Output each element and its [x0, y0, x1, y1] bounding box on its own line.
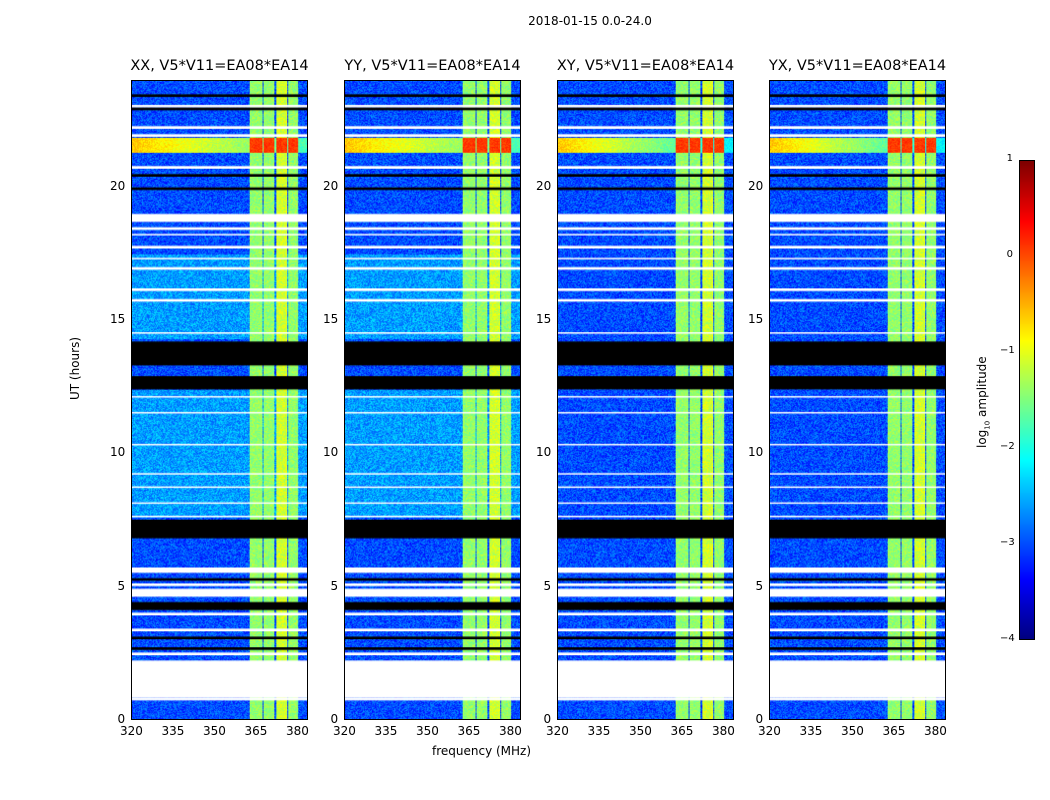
x-tick-label: 380 — [498, 724, 522, 738]
colorbar-tick-label: −1 — [1000, 345, 1015, 356]
x-tick-label: 320 — [758, 724, 781, 738]
x-tick-label: 350 — [628, 724, 652, 738]
y-tick-label: 15 — [536, 312, 552, 326]
y-tick-label: 10 — [748, 445, 764, 460]
y-tick-label: 10 — [110, 445, 126, 460]
x-tick-label: 365 — [670, 724, 694, 738]
panel-1: YY, V5*V11=EA08*EA14 — [344, 58, 521, 720]
colorbar-tick-label: −4 — [1000, 633, 1015, 644]
y-tick-label: 20 — [323, 178, 339, 193]
colorbar-tick-label: −2 — [1000, 441, 1015, 452]
colorbar-tick-label: −3 — [1000, 537, 1015, 548]
x-tick-label: 350 — [415, 724, 439, 738]
y-tick-label: 10 — [323, 445, 339, 460]
panel-3: YX, V5*V11=EA08*EA14 — [769, 58, 946, 720]
panel-0: XX, V5*V11=EA08*EA14 — [130, 58, 309, 720]
colorbar-tick-label: 1 — [1006, 153, 1013, 164]
x-axis-label: frequency (MHz) — [432, 744, 532, 758]
x-tick-label: 380 — [285, 724, 309, 738]
y-tick-label: 15 — [110, 312, 126, 326]
y-tick-label: 0 — [543, 712, 552, 726]
x-tick-label: 320 — [120, 724, 143, 738]
colorbar-tick-label: 0 — [1006, 249, 1013, 260]
spectrogram-heatmap — [769, 80, 946, 720]
x-tick-label: 365 — [457, 724, 481, 738]
colorbar-label: log10 amplitude — [975, 356, 992, 448]
x-tick-label: 380 — [711, 724, 735, 738]
colorbar — [1019, 160, 1035, 640]
x-tick-label: 365 — [882, 724, 906, 738]
x-tick-label: 320 — [546, 724, 569, 738]
y-tick-label: 5 — [755, 578, 764, 593]
y-tick-label: 0 — [755, 712, 764, 726]
x-tick-label: 350 — [202, 724, 226, 738]
figure-title: 2018-01-15 0.0-24.0 — [528, 14, 652, 28]
panel-2: XY, V5*V11=EA08*EA14 — [557, 58, 734, 720]
y-tick-label: 5 — [543, 578, 552, 593]
y-tick-label: 15 — [323, 312, 339, 326]
x-tick-label: 335 — [587, 724, 611, 738]
panel-title: XY, V5*V11=EA08*EA14 — [556, 58, 735, 74]
panel-title: YX, V5*V11=EA08*EA14 — [768, 58, 947, 74]
spectrogram-heatmap — [557, 80, 734, 720]
x-tick-label: 365 — [244, 724, 268, 738]
y-tick-label: 5 — [330, 578, 339, 593]
y-tick-label: 15 — [748, 312, 764, 326]
panel-title: YY, V5*V11=EA08*EA14 — [344, 58, 521, 74]
y-axis-label: UT (hours) — [68, 336, 82, 400]
spectrogram-heatmap — [344, 80, 521, 720]
y-tick-label: 20 — [748, 178, 764, 193]
y-tick-label: 0 — [330, 712, 339, 726]
x-tick-label: 320 — [333, 724, 356, 738]
spectrogram-heatmap — [131, 80, 308, 720]
x-tick-label: 380 — [923, 724, 947, 738]
panel-title: XX, V5*V11=EA08*EA14 — [130, 58, 309, 74]
y-tick-label: 20 — [536, 178, 552, 193]
y-tick-label: 10 — [536, 445, 552, 460]
x-tick-label: 335 — [161, 724, 185, 738]
y-tick-label: 20 — [110, 178, 126, 193]
y-tick-label: 0 — [117, 712, 126, 726]
x-tick-label: 335 — [799, 724, 823, 738]
y-tick-label: 5 — [117, 578, 126, 593]
x-tick-label: 335 — [374, 724, 398, 738]
x-tick-label: 350 — [840, 724, 864, 738]
